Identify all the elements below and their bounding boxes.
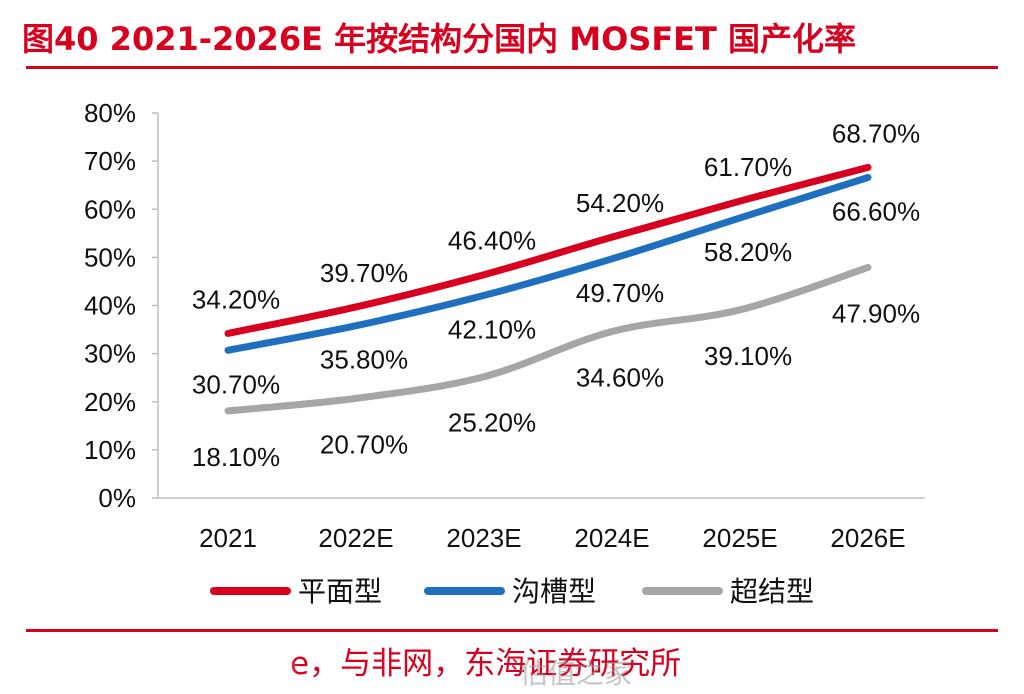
- legend-label: 超结型: [730, 576, 814, 607]
- data-label: 42.10%: [448, 314, 536, 344]
- data-label: 58.20%: [704, 237, 792, 267]
- x-tick-label: 2025E: [702, 523, 777, 553]
- source-note: e，与非网，东海证券研究所: [290, 646, 682, 682]
- watermark: 估值之家: [520, 657, 633, 690]
- data-label: 39.70%: [320, 258, 408, 288]
- title-rule: [26, 66, 998, 69]
- data-label: 25.20%: [448, 408, 536, 438]
- chart-legend: 平面型 沟槽型 超结型: [210, 576, 814, 607]
- data-label: 20.70%: [320, 429, 408, 459]
- legend-label: 平面型: [298, 576, 382, 607]
- data-label: 49.70%: [576, 278, 664, 308]
- data-label: 18.10%: [192, 442, 280, 472]
- y-tick-label: 60%: [84, 194, 136, 224]
- data-label: 30.70%: [192, 369, 280, 399]
- legend-label: 沟槽型: [512, 576, 596, 607]
- footer-rule: [26, 629, 998, 632]
- x-tick-label: 2023E: [446, 523, 521, 553]
- data-label: 35.80%: [320, 345, 408, 375]
- page-title: 图40 2021-2026E 年按结构分国内 MOSFET 国产化率: [22, 20, 857, 58]
- y-tick-label: 40%: [84, 291, 136, 321]
- y-tick-label: 30%: [84, 339, 136, 369]
- chart-data-labels: 34.20% 39.70% 46.40% 54.20% 61.70% 68.70% 30.7…: [192, 118, 920, 472]
- x-tick-label: 2024E: [574, 523, 649, 553]
- y-tick-label: 80%: [84, 98, 136, 128]
- series-line-3: [224, 263, 872, 415]
- y-tick-label: 50%: [84, 242, 136, 272]
- data-label: 47.90%: [832, 298, 920, 328]
- data-label: 39.10%: [704, 341, 792, 371]
- series-line-2: [224, 173, 872, 354]
- y-tick-label: 20%: [84, 387, 136, 417]
- data-label: 68.70%: [832, 118, 920, 148]
- chart-axes: 0% 10% 20% 30% 40% 50% 60% 70% 80% 2021 2022E 2023E…: [84, 98, 925, 553]
- x-tick-label: 2021: [199, 523, 257, 553]
- data-label: 46.40%: [448, 226, 536, 256]
- data-label: 66.60%: [832, 196, 920, 226]
- chart-series-lines: [224, 163, 872, 415]
- y-tick-label: 0%: [98, 483, 136, 513]
- y-tick-label: 70%: [84, 146, 136, 176]
- blurred-area: [0, 634, 300, 694]
- data-label: 34.60%: [576, 362, 664, 392]
- x-tick-label: 2022E: [318, 523, 393, 553]
- series-line-1: [224, 163, 872, 337]
- data-label: 61.70%: [704, 152, 792, 182]
- data-label: 54.20%: [576, 188, 664, 218]
- y-tick-label: 10%: [84, 435, 136, 465]
- data-label: 34.20%: [192, 284, 280, 314]
- x-tick-label: 2026E: [830, 523, 905, 553]
